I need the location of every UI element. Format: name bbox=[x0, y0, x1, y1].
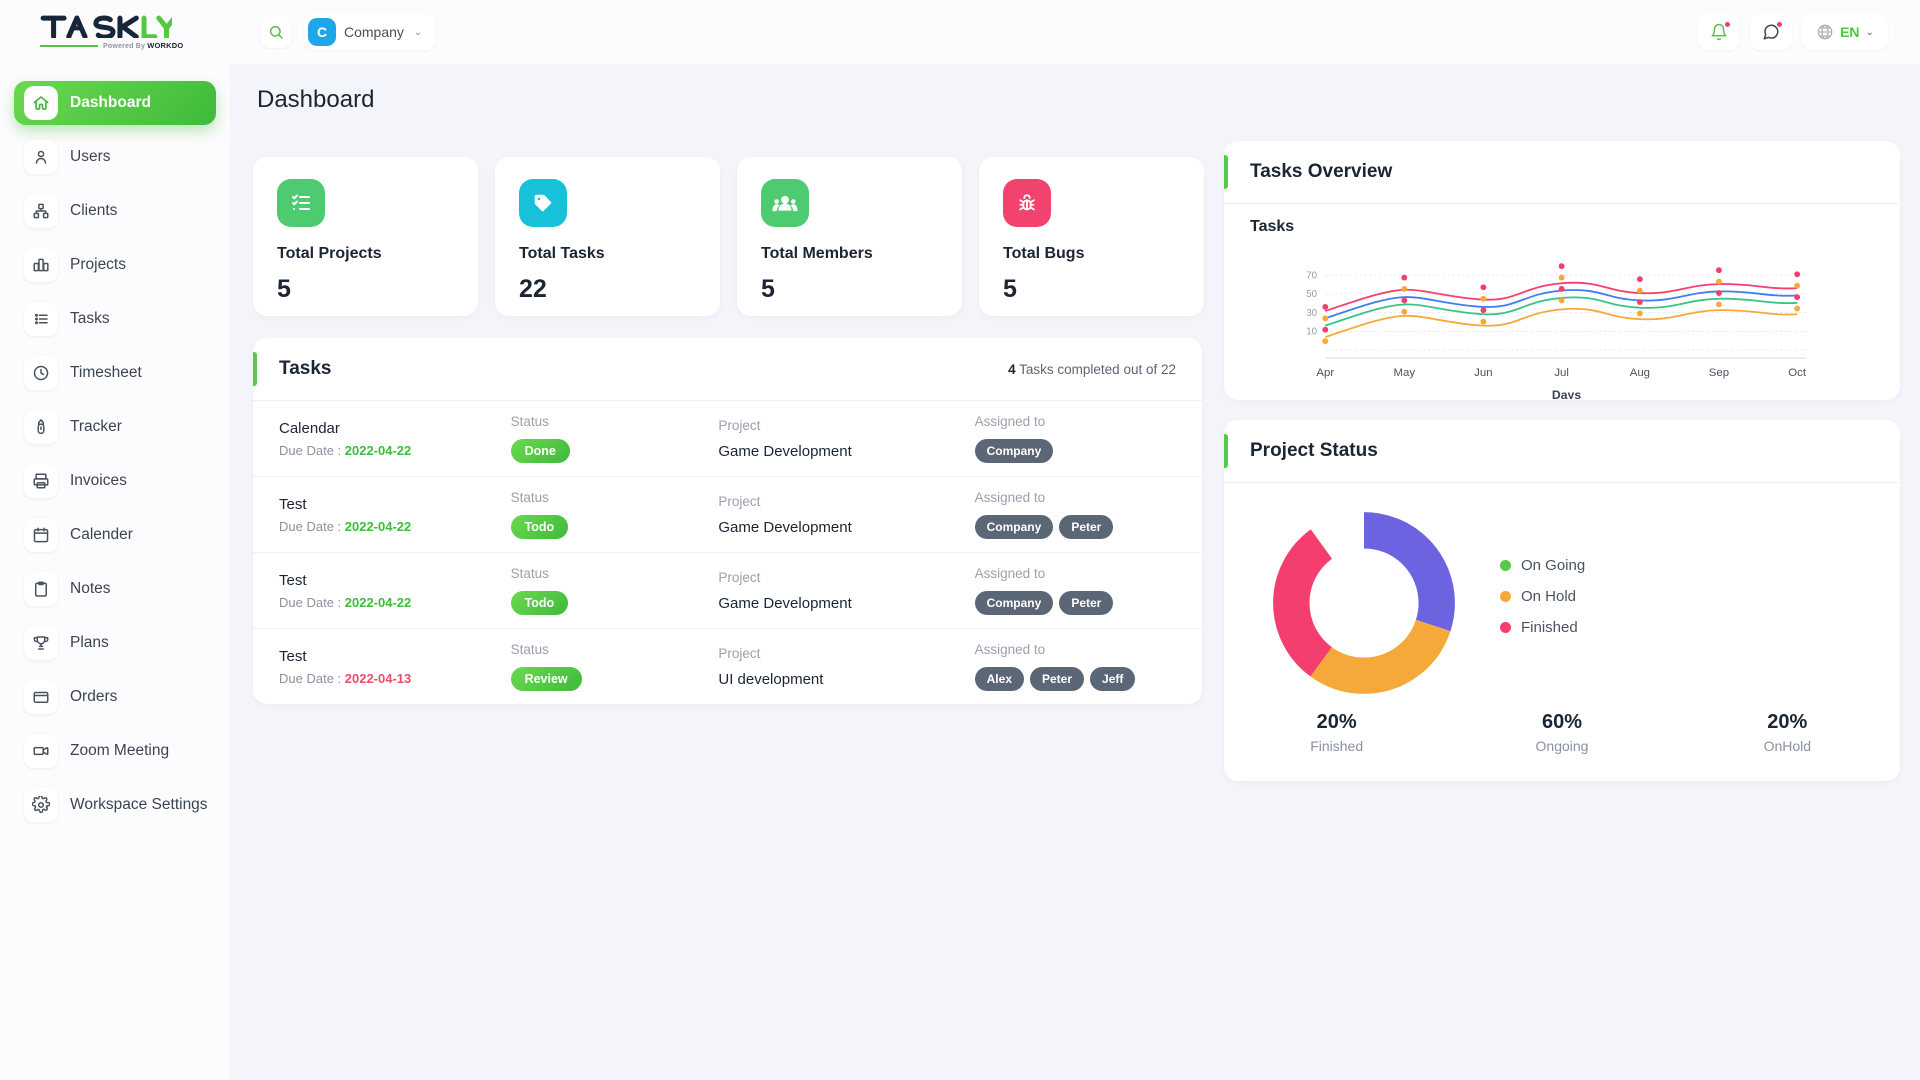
svg-text:Sep: Sep bbox=[1709, 367, 1729, 379]
svg-text:Oct: Oct bbox=[1788, 367, 1807, 379]
svg-text:Aug: Aug bbox=[1630, 367, 1650, 379]
svg-text:70: 70 bbox=[1306, 270, 1317, 281]
svg-text:Jun: Jun bbox=[1474, 367, 1492, 379]
svg-text:Apr: Apr bbox=[1316, 367, 1334, 379]
svg-text:50: 50 bbox=[1306, 289, 1317, 300]
svg-text:Jul: Jul bbox=[1554, 367, 1569, 379]
svg-text:10: 10 bbox=[1306, 327, 1317, 338]
svg-text:Days: Days bbox=[1552, 388, 1581, 399]
svg-text:30: 30 bbox=[1306, 308, 1317, 319]
svg-text:May: May bbox=[1394, 367, 1416, 379]
